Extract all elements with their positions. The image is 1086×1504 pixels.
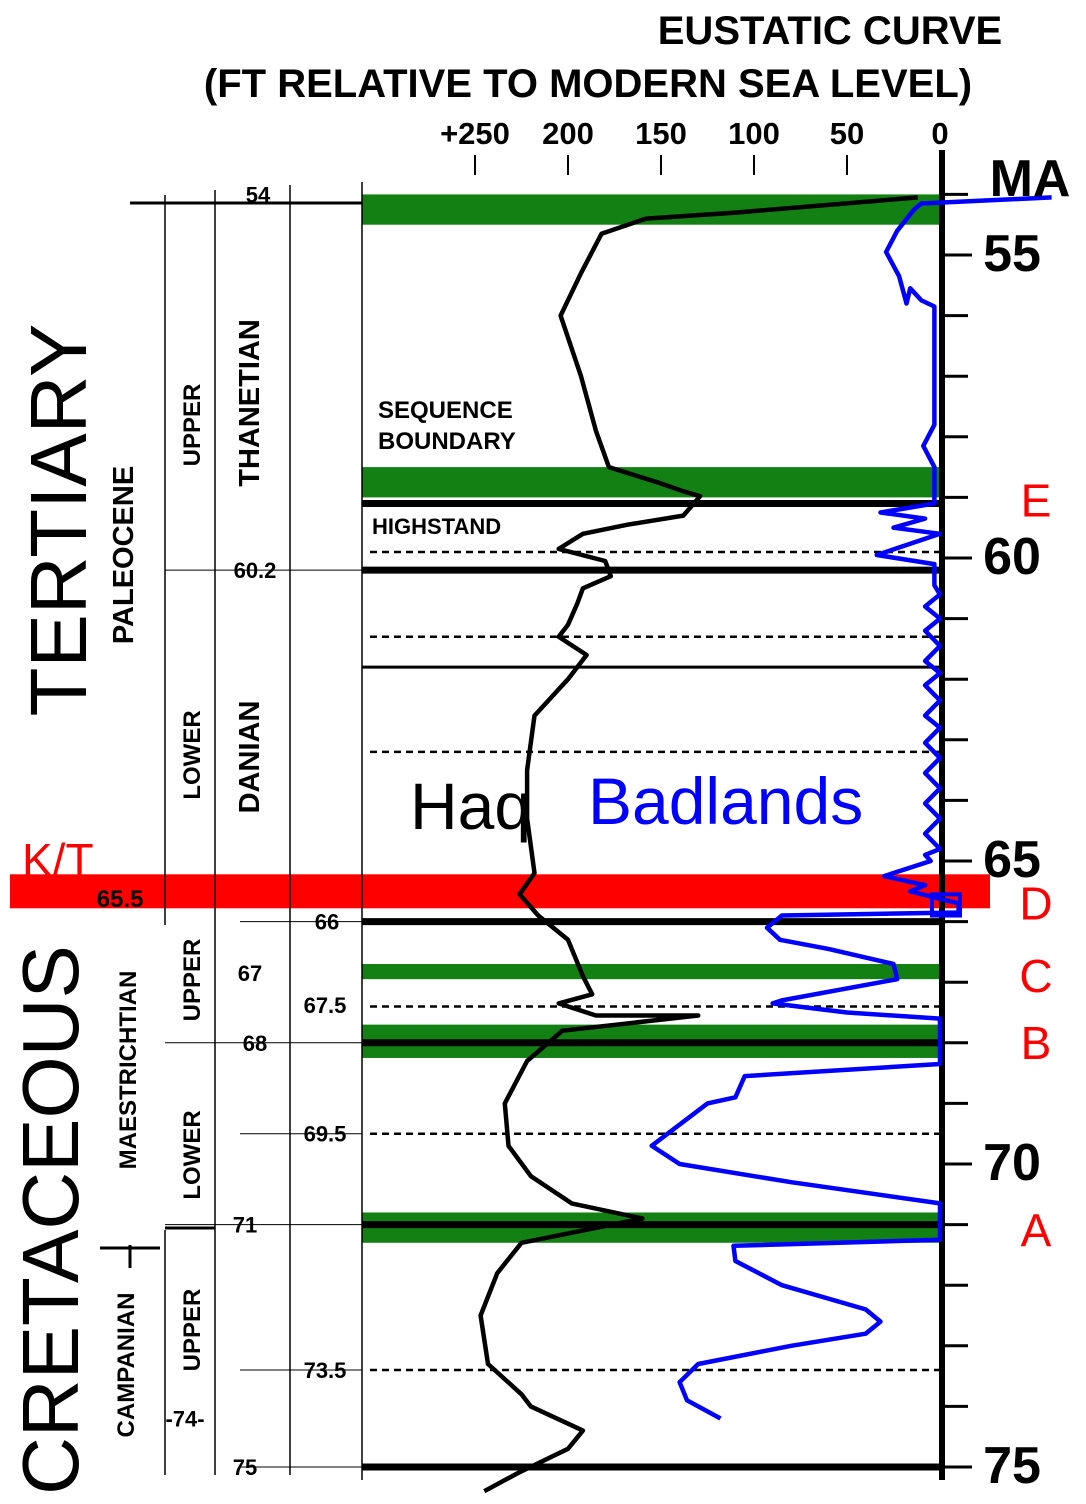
kt-age-label: 65.5 xyxy=(97,886,144,913)
stage-maestrichtian: MAESTRICHTIAN xyxy=(115,971,142,1170)
series-line-haq xyxy=(478,195,918,1494)
green-bands-layer xyxy=(362,194,942,1243)
green-band-2 xyxy=(362,964,942,980)
era-cretaceous: CRETACEOUS xyxy=(6,945,95,1495)
y-tick-label-70: 70 xyxy=(983,1134,1041,1192)
axes-layer: 55 60 65 70 75 +250 200 150 100 50 0 xyxy=(440,116,1041,1495)
substage-upper-maestrichtian: UPPER xyxy=(179,939,206,1022)
y-tick-label-65: 65 xyxy=(983,831,1041,889)
highstand-label: HIGHSTAND xyxy=(372,514,501,539)
sequence-marker-d: D xyxy=(1019,877,1052,929)
x-tick-label-2: 150 xyxy=(635,116,687,151)
x-tick-label-5: 0 xyxy=(931,116,948,151)
kt-boundary-layer xyxy=(10,874,990,909)
sequence-marker-b: B xyxy=(1021,1017,1052,1069)
series-layer: E DCB A xyxy=(478,195,1053,1494)
age-label-9: -74- xyxy=(165,1407,204,1432)
substage-upper-campanian: UPPER xyxy=(179,1289,206,1372)
kt-boundary-bar xyxy=(10,874,990,909)
kt-label: K/T xyxy=(22,834,94,886)
era-tertiary: TERTIARY xyxy=(14,324,103,717)
x-tick-label-0: +250 xyxy=(440,116,510,151)
chart-subtitle: (FT RELATIVE TO MODERN SEA LEVEL) xyxy=(204,62,972,106)
chart-title: EUSTATIC CURVE xyxy=(658,9,1002,53)
stage-thanetian: THANETIAN xyxy=(234,319,266,487)
y-axis-unit-label: MA xyxy=(990,150,1071,208)
y-tick-label-75: 75 xyxy=(983,1437,1041,1495)
horizon-lines-layer xyxy=(362,499,942,1471)
sequence-marker-a: A xyxy=(1021,1205,1052,1257)
stage-campanian: CAMPANIAN xyxy=(113,1293,140,1438)
epoch-paleocene: PALEOCENE xyxy=(108,466,140,644)
x-tick-label-4: 50 xyxy=(830,116,864,151)
x-tick-label-3: 100 xyxy=(728,116,780,151)
x-tick-label-1: 200 xyxy=(542,116,594,151)
age-label-4: 67.5 xyxy=(304,993,347,1018)
sequence-marker-e: E xyxy=(1021,474,1052,526)
age-label-3: 67 xyxy=(238,961,262,986)
stage-danian: DANIAN xyxy=(234,701,266,814)
badlands-series-label: Badlands xyxy=(588,764,863,838)
sequence-boundary-title-line2: BOUNDARY xyxy=(378,428,516,455)
series-line-badlands xyxy=(649,195,1052,1421)
substage-upper-thanetian: UPPER xyxy=(179,384,206,467)
y-tick-label-55: 55 xyxy=(983,225,1041,283)
kt-badlands-box xyxy=(930,892,962,918)
haq-series-label: Haq xyxy=(410,769,531,843)
substage-lower-maestrichtian: LOWER xyxy=(179,1110,206,1199)
age-label-0: 54 xyxy=(246,182,271,207)
y-tick-label-60: 60 xyxy=(983,528,1041,586)
sequence-boundary-title-line1: SEQUENCE xyxy=(378,397,513,424)
substage-lower-danian: LOWER xyxy=(179,710,206,799)
sequence-marker-c: C xyxy=(1019,950,1052,1002)
